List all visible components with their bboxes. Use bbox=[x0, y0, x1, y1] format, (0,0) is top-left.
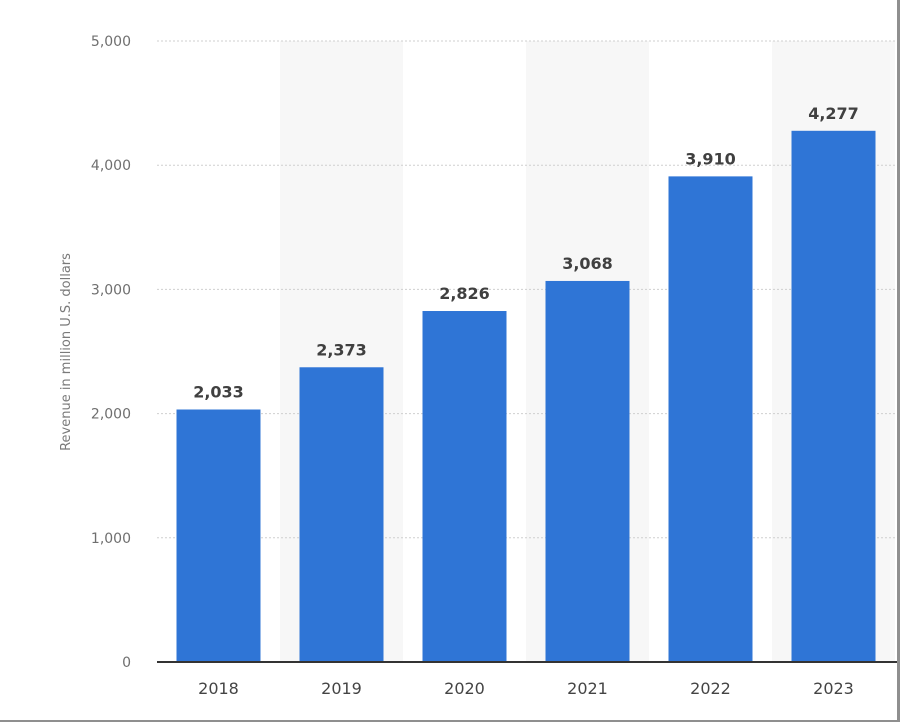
x-tick-label: 2023 bbox=[813, 679, 854, 698]
y-tick-label: 1,000 bbox=[91, 531, 131, 547]
bar-value-label: 4,277 bbox=[808, 104, 859, 123]
y-axis-title: Revenue in million U.S. dollars bbox=[59, 253, 74, 451]
right-border bbox=[897, 0, 900, 722]
bottom-border bbox=[0, 720, 900, 722]
bar-2021 bbox=[545, 280, 630, 662]
y-axis-ticks: 0 1,000 2,000 3,000 4,000 5,000 bbox=[91, 34, 131, 671]
bar-value-label: 2,373 bbox=[316, 340, 367, 359]
y-tick-label: 5,000 bbox=[91, 34, 131, 50]
x-tick-label: 2019 bbox=[321, 679, 362, 698]
x-tick-label: 2018 bbox=[198, 679, 239, 698]
bar-2018 bbox=[176, 409, 261, 662]
gridlines bbox=[157, 40, 897, 539]
value-labels: 2,033 2,373 2,826 3,068 3,910 4,277 bbox=[193, 104, 859, 402]
y-tick-label: 4,000 bbox=[91, 158, 131, 174]
y-tick-label: 3,000 bbox=[91, 282, 131, 298]
x-tick-label: 2022 bbox=[690, 679, 731, 698]
y-tick-label: 2,000 bbox=[91, 407, 131, 423]
bar-value-label: 2,826 bbox=[439, 284, 490, 303]
bars bbox=[176, 130, 876, 663]
bar-2022 bbox=[668, 176, 753, 663]
bar-value-label: 2,033 bbox=[193, 383, 244, 402]
x-tick-label: 2021 bbox=[567, 679, 608, 698]
y-tick-label: 0 bbox=[122, 655, 131, 671]
x-axis-ticks: 2018 2019 2020 2021 2022 2023 bbox=[198, 679, 854, 698]
bar-value-label: 3,068 bbox=[562, 254, 613, 273]
bar-value-label: 3,910 bbox=[685, 149, 736, 168]
bar-2023 bbox=[791, 130, 876, 662]
bar-2020 bbox=[422, 311, 507, 662]
x-tick-label: 2020 bbox=[444, 679, 485, 698]
bar-2019 bbox=[299, 367, 384, 662]
